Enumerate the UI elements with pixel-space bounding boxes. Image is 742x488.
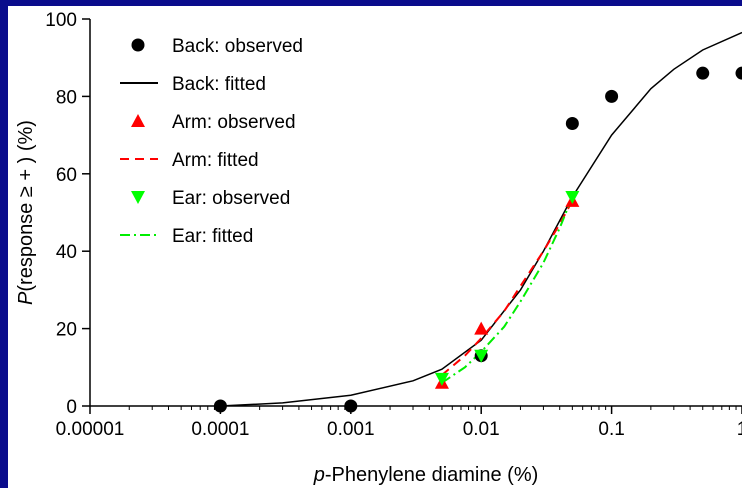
data-point-back-observed-5 [696, 66, 710, 80]
legend-marker-ear-observed [131, 191, 145, 204]
y-tick-label-0: 0 [66, 397, 77, 418]
x-tick-label-3: 0.01 [463, 419, 500, 440]
x-tick-label-0: 0.00001 [56, 419, 125, 440]
y-tick-label-2: 40 [56, 242, 77, 263]
data-point-ear-observed-1 [474, 349, 489, 363]
data-point-ear-observed-0 [434, 372, 449, 386]
legend-label-arm-fitted: Arm: fitted [172, 150, 259, 171]
chart-frame: 0 20 40 60 80 100 0.00001 0.0001 0.001 0.01 0.1 1 p-… [8, 6, 742, 488]
x-tick-label-4: 0.1 [598, 419, 624, 440]
x-axis-title: p-Phenylene diamine (%) [313, 464, 539, 486]
y-tick-label-3: 60 [56, 165, 77, 186]
data-point-ear-observed-2 [565, 191, 580, 205]
data-point-arm-observed-1 [474, 321, 489, 335]
x-tick-label-1: 0.0001 [191, 419, 249, 440]
data-point-back-observed-4 [605, 89, 619, 103]
legend-label-arm-observed: Arm: observed [172, 112, 296, 133]
legend-marker-arm-observed [131, 114, 145, 127]
data-point-back-observed-1 [344, 399, 358, 413]
x-tick-label-2: 0.001 [327, 419, 375, 440]
y-tick-label-4: 80 [56, 87, 77, 108]
y-tick-label-1: 20 [56, 320, 77, 341]
data-point-back-observed-0 [213, 399, 227, 413]
legend-label-back-observed: Back: observed [172, 36, 303, 57]
legend-marker-back-observed [131, 38, 145, 52]
data-point-back-observed-3 [565, 116, 579, 130]
series-line-back-fitted [220, 31, 742, 407]
x-tick-label-5: 1 [737, 419, 742, 440]
legend-label-back-fitted: Back: fitted [172, 74, 266, 95]
legend-label-ear-observed: Ear: observed [172, 188, 290, 209]
chart-svg: 0 20 40 60 80 100 0.00001 0.0001 0.001 0.01 0.1 1 p-… [15, 10, 742, 486]
legend-label-ear-fitted: Ear: fitted [172, 226, 253, 247]
data-point-back-observed-6 [735, 66, 742, 80]
y-axis-title: P(response ≥ + ) (%) [15, 120, 37, 305]
series-line-arm-fitted [441, 200, 574, 376]
y-tick-label-5: 100 [45, 10, 77, 31]
